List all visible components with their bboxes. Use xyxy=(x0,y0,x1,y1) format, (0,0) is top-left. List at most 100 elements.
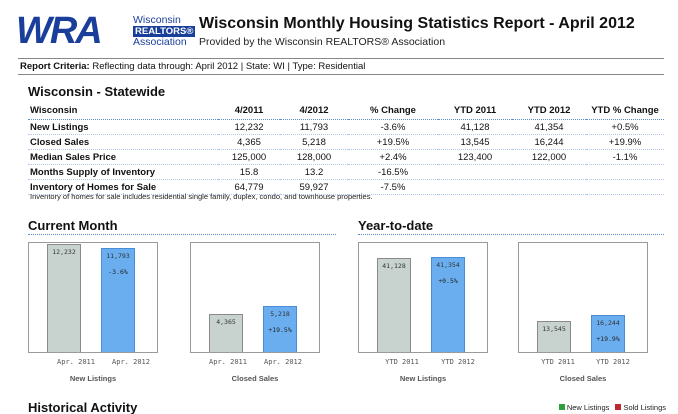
report-subtitle: Provided by the Wisconsin REALTORS® Asso… xyxy=(199,36,446,48)
table-cell: +2.4% xyxy=(348,149,438,165)
column-header: % Change xyxy=(348,104,438,120)
logo-org-line1: Wisconsin xyxy=(133,14,181,26)
x-tick-label: YTD 2011 xyxy=(385,358,419,366)
column-header: 4/2012 xyxy=(280,104,348,120)
bar-prior: 13,545 xyxy=(537,321,571,352)
bar-value-label: 11,793 xyxy=(106,252,130,260)
table-cell: 125,000 xyxy=(218,149,280,165)
table-cell xyxy=(586,164,664,180)
statewide-title: Wisconsin - Statewide xyxy=(28,84,166,99)
bar-value-label: 41,128 xyxy=(382,262,406,270)
bar-value-label: 41,354 xyxy=(436,261,460,269)
column-header: YTD % Change xyxy=(586,104,664,120)
bar-prior: 12,232 xyxy=(47,244,81,352)
column-header: YTD 2012 xyxy=(512,104,586,120)
table-cell: 41,354 xyxy=(512,119,586,135)
bar-change-label: +0.5% xyxy=(438,277,458,285)
table-cell xyxy=(512,179,586,195)
bar-current: 16,244 +19.9% xyxy=(591,315,625,352)
bar-current: 41,354 +0.5% xyxy=(431,257,465,352)
bar-change-label: -3.6% xyxy=(108,268,128,276)
legend-sold-listings: Sold Listings xyxy=(623,403,666,412)
legend-swatch-sold xyxy=(615,404,622,410)
table-cell: 64,779 xyxy=(218,179,280,195)
bar-value-label: 12,232 xyxy=(52,248,76,256)
table-cell xyxy=(512,164,586,180)
table-cell xyxy=(438,179,512,195)
chart-ytd-new-listings: 41,128 41,354 +0.5% xyxy=(358,242,488,353)
logo-org-line2: REALTORS® xyxy=(133,26,196,37)
table-cell: +19.9% xyxy=(586,134,664,150)
x-tick-label: Apr. 2012 xyxy=(112,358,150,366)
table-row: Closed Sales 4,365 5,218 +19.5% 13,545 1… xyxy=(28,134,664,150)
historical-activity-title: Historical Activity xyxy=(28,400,138,414)
chart-current-closed-sales: 4,365 5,218 +19.5% xyxy=(190,242,320,353)
legend-new-listings: New Listings xyxy=(566,403,610,412)
table-cell: 41,128 xyxy=(438,119,512,135)
criteria-label: Report Criteria: xyxy=(20,61,90,72)
table-footnote: Inventory of homes for sale includes res… xyxy=(30,192,373,201)
logo-org-line3: Association xyxy=(133,36,187,48)
bar-current: 5,218 +19.5% xyxy=(263,306,297,352)
table-cell: 16,244 xyxy=(512,134,586,150)
table-row: New Listings 12,232 11,793 -3.6% 41,128 … xyxy=(28,119,664,135)
table-cell: -1.1% xyxy=(586,149,664,165)
table-cell: 128,000 xyxy=(280,149,348,165)
table-row: Inventory of Homes for Sale 64,779 59,92… xyxy=(28,179,664,195)
bar-current: 11,793 -3.6% xyxy=(101,248,135,352)
criteria-text: Reflecting data through: April 2012 | St… xyxy=(92,61,366,72)
bar-value-label: 13,545 xyxy=(542,325,566,333)
bar-change-label: +19.9% xyxy=(596,335,620,343)
column-header: YTD 2011 xyxy=(438,104,512,120)
table-header-row: Wisconsin 4/2011 4/2012 % Change YTD 201… xyxy=(28,104,664,120)
table-cell: 59,927 xyxy=(280,179,348,195)
logo-letters: WRA xyxy=(16,10,103,52)
bar-prior: 41,128 xyxy=(377,258,411,352)
row-label: New Listings xyxy=(28,119,218,135)
x-tick-label: YTD 2012 xyxy=(441,358,475,366)
bar-prior: 4,365 xyxy=(209,314,243,352)
table-cell: -7.5% xyxy=(348,179,438,195)
bar-value-label: 4,365 xyxy=(216,318,236,326)
table-cell: -16.5% xyxy=(348,164,438,180)
bar-value-label: 5,218 xyxy=(270,310,290,318)
table-cell: -3.6% xyxy=(348,119,438,135)
chart-caption: Closed Sales xyxy=(231,374,279,383)
chart-legend: New Listings Sold Listings xyxy=(555,403,666,412)
chart-current-new-listings: 12,232 11,793 -3.6% xyxy=(28,242,158,353)
report-title: Wisconsin Monthly Housing Statistics Rep… xyxy=(199,15,635,32)
table-cell: 4,365 xyxy=(218,134,280,150)
bar-change-label: +19.5% xyxy=(268,326,292,334)
table-row: Median Sales Price 125,000 128,000 +2.4%… xyxy=(28,149,664,165)
x-tick-label: YTD 2012 xyxy=(596,358,630,366)
wra-logo: WRA Wisconsin REALTORS® Association xyxy=(16,10,196,53)
chart-caption: New Listings xyxy=(399,374,447,383)
table-cell xyxy=(586,179,664,195)
table-cell: 12,232 xyxy=(218,119,280,135)
current-month-title: Current Month xyxy=(28,219,336,235)
statistics-table: Wisconsin 4/2011 4/2012 % Change YTD 201… xyxy=(28,104,664,195)
table-cell: 122,000 xyxy=(512,149,586,165)
table-cell: 5,218 xyxy=(280,134,348,150)
row-label: Closed Sales xyxy=(28,134,218,150)
table-cell xyxy=(438,164,512,180)
x-tick-label: YTD 2011 xyxy=(541,358,575,366)
year-to-date-title: Year-to-date xyxy=(358,219,664,235)
column-header: 4/2011 xyxy=(218,104,280,120)
row-label: Months Supply of Inventory xyxy=(28,164,218,180)
chart-caption: Closed Sales xyxy=(559,374,607,383)
table-cell: 15.8 xyxy=(218,164,280,180)
table-cell: +0.5% xyxy=(586,119,664,135)
table-cell: 13.2 xyxy=(280,164,348,180)
table-cell: 123,400 xyxy=(438,149,512,165)
legend-swatch-new xyxy=(558,404,565,410)
table-row: Months Supply of Inventory 15.8 13.2 -16… xyxy=(28,164,664,180)
table-cell: 11,793 xyxy=(280,119,348,135)
table-cell: +19.5% xyxy=(348,134,438,150)
column-header: Wisconsin xyxy=(28,104,218,120)
x-tick-label: Apr. 2011 xyxy=(209,358,247,366)
x-tick-label: Apr. 2011 xyxy=(57,358,95,366)
logo-org-name: Wisconsin REALTORS® Association xyxy=(133,15,203,48)
row-label: Inventory of Homes for Sale xyxy=(28,179,218,195)
bar-value-label: 16,244 xyxy=(596,319,620,327)
